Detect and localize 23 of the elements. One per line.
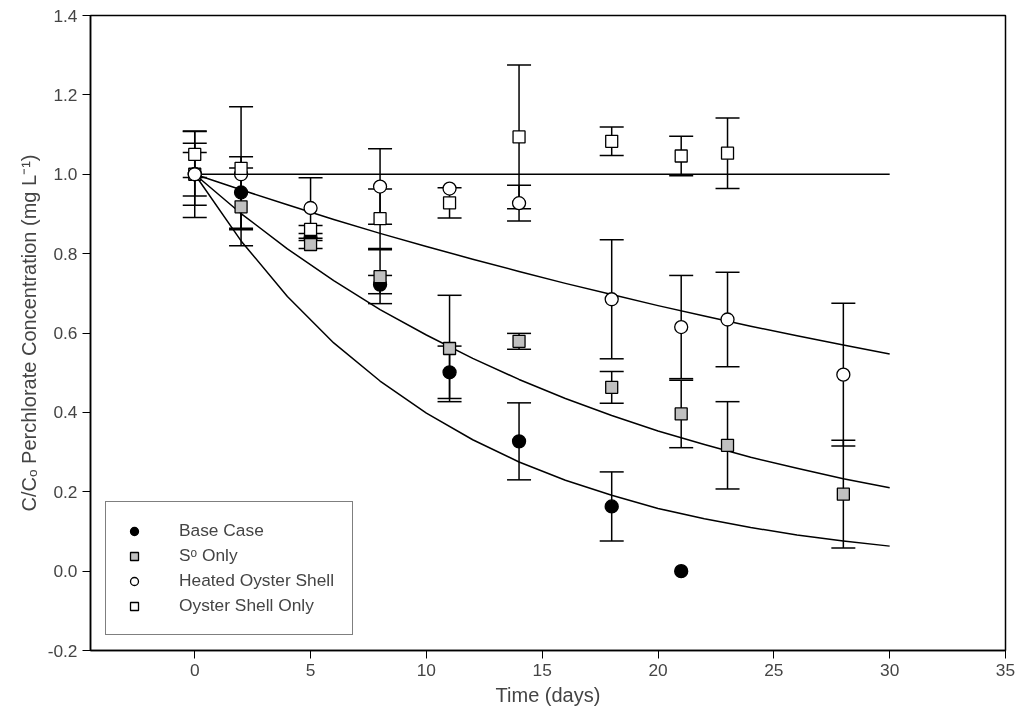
legend-label: Base Case xyxy=(179,520,264,541)
x-tick-label: 20 xyxy=(648,659,668,680)
x-tick-label: 15 xyxy=(532,659,552,680)
x-tick-label: 35 xyxy=(995,659,1016,680)
x-tick-label: 5 xyxy=(305,659,316,680)
legend-label: Sᵒ Only xyxy=(179,545,238,566)
y-tick-label: 1.4 xyxy=(53,5,78,26)
x-tick-label: 30 xyxy=(880,659,900,680)
legend-label: Heated Oyster Shell xyxy=(179,570,335,591)
y-tick-label: 0.8 xyxy=(53,243,78,264)
y-tick-label: 0.2 xyxy=(53,481,78,502)
x-tick-label: 0 xyxy=(189,659,200,680)
y-tick-label: 1.0 xyxy=(53,164,78,185)
y-tick-label: -0.2 xyxy=(47,640,78,661)
y-tick-label: 0.6 xyxy=(53,323,78,343)
x-tick-label: 25 xyxy=(764,659,784,680)
y-tick-label: 1.2 xyxy=(53,84,78,105)
y-tick-label: 0.4 xyxy=(53,402,78,423)
legend-label: Oyster Shell Only xyxy=(179,595,314,616)
x-tick-label: 10 xyxy=(416,659,437,680)
y-axis-title: C/Cₒ Perchlorate Concentration (mg L⁻¹) xyxy=(17,154,40,512)
y-tick-label: 0.0 xyxy=(53,561,78,582)
x-axis-title: Time (days) xyxy=(495,683,601,706)
